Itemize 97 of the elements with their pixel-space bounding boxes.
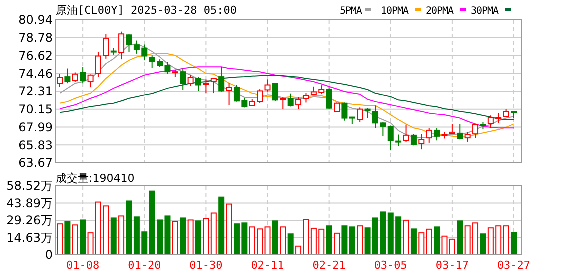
candlestick — [457, 124, 464, 140]
candlestick — [326, 87, 332, 110]
bar — [226, 204, 232, 256]
bar — [210, 212, 217, 256]
legend-label: 20PMA — [426, 6, 454, 17]
candlestick — [188, 74, 194, 87]
bar — [480, 234, 486, 256]
bar — [110, 218, 117, 256]
candlestick — [196, 76, 202, 92]
candlestick — [210, 78, 217, 94]
y-tick-label: 74.46 — [18, 66, 53, 81]
x-tick-label: 03-17 — [436, 259, 470, 272]
x-tick-label: 03-05 — [374, 259, 408, 272]
y-tick-label: 43.89万 — [6, 196, 53, 210]
candlestick — [95, 52, 102, 78]
legend-label: 10PMA — [381, 6, 409, 17]
candlestick — [72, 72, 78, 83]
bar — [196, 220, 202, 256]
candlestick — [57, 74, 63, 88]
candlestick — [449, 124, 456, 135]
candlestick — [264, 79, 271, 92]
bar — [357, 226, 364, 256]
candlestick — [388, 125, 394, 152]
candlestick — [403, 124, 410, 142]
bar — [218, 196, 225, 256]
y-tick-label: 78.78 — [18, 31, 53, 46]
bar — [280, 226, 286, 256]
bar — [264, 226, 271, 256]
legend-label: 30PMA — [471, 6, 499, 17]
bar — [442, 236, 448, 256]
candlestick — [364, 108, 371, 119]
y-tick-label: 58.52万 — [6, 179, 53, 194]
y-tick-label: 0 — [45, 248, 53, 262]
x-tick-label: 02-11 — [251, 259, 284, 272]
bar — [203, 218, 210, 256]
x-tick-label: 01-30 — [190, 259, 223, 272]
x-tick-label: 03-27 — [497, 259, 531, 272]
candlestick — [80, 66, 86, 84]
candlestick — [357, 107, 364, 123]
candlestick — [118, 31, 125, 60]
candlestick — [396, 134, 402, 147]
bar — [349, 226, 356, 256]
chart-title: 原油[CL00Y] 2025-03-28 05:00 — [56, 4, 237, 17]
candlestick — [426, 128, 432, 144]
bar — [57, 224, 63, 256]
y-tick-label: 80.94 — [18, 13, 53, 28]
chart-title: 成交量:190410 — [56, 172, 135, 185]
candlestick — [418, 134, 425, 150]
bar — [272, 220, 278, 256]
candlestick — [472, 124, 479, 139]
candlestick — [272, 82, 278, 102]
bar — [80, 220, 86, 256]
bar — [72, 224, 78, 256]
y-tick-label: 70.15 — [18, 102, 53, 117]
y-tick-label: 76.62 — [18, 48, 53, 63]
y-tick-label: 14.63万 — [6, 230, 53, 245]
candlestick — [434, 128, 440, 142]
x-tick-label: 02-21 — [312, 259, 346, 272]
bar — [118, 216, 125, 256]
x-tick-label: 01-20 — [128, 259, 162, 272]
bar — [434, 226, 440, 256]
bar — [334, 232, 340, 256]
candlestick — [334, 102, 340, 112]
bar — [172, 221, 178, 256]
candlestick — [180, 68, 186, 91]
candlestick — [410, 134, 417, 146]
candlestick — [280, 96, 286, 110]
candlestick — [203, 79, 210, 94]
bar — [426, 228, 432, 256]
candlestick — [218, 66, 225, 92]
bar — [457, 220, 464, 256]
legend-label: 5PMA — [340, 6, 362, 17]
y-tick-label: 63.67 — [18, 156, 53, 170]
bar — [188, 220, 194, 256]
candlestick — [88, 74, 94, 88]
bar — [418, 232, 425, 256]
y-tick-label: 65.83 — [18, 138, 53, 152]
candlestick — [103, 34, 110, 60]
bar — [326, 226, 332, 256]
bar — [511, 232, 517, 256]
candlestick — [226, 83, 232, 106]
bar — [503, 226, 510, 256]
candlestick — [288, 93, 294, 108]
x-tick-label: 01-08 — [66, 259, 100, 272]
bar — [449, 238, 456, 256]
y-tick-label: 72.31 — [18, 84, 53, 99]
candlestick — [64, 68, 71, 84]
bar — [180, 218, 186, 256]
bar — [64, 221, 71, 256]
candlestick — [464, 132, 471, 142]
y-tick-label: 67.99 — [18, 120, 53, 134]
bar — [342, 226, 348, 256]
y-tick-label: 29.26万 — [6, 214, 53, 228]
bar — [410, 228, 417, 256]
candlestick — [342, 102, 348, 122]
bar — [288, 234, 294, 256]
bar — [403, 220, 410, 256]
